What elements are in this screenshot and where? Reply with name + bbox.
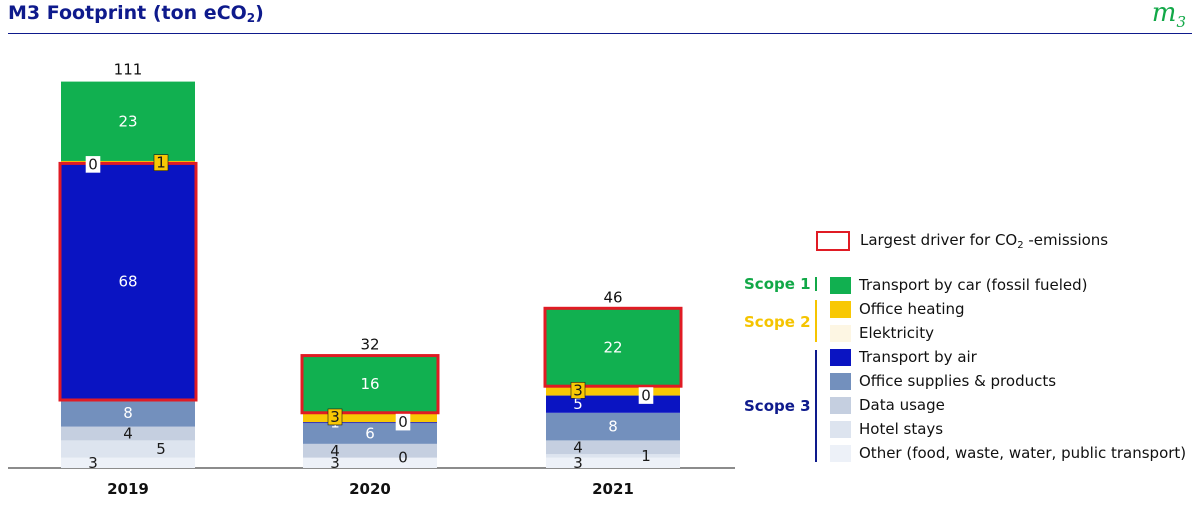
bar-segment: [546, 440, 680, 455]
legend-swatch: [830, 420, 851, 438]
data-label: 1: [641, 447, 651, 465]
legend-label: Data usage: [859, 396, 945, 414]
x-tick-label: 2019: [107, 480, 149, 498]
data-label: 68: [118, 273, 137, 291]
bar-segment: [303, 443, 437, 458]
bar-segment: [303, 411, 437, 423]
scope-3-bracket: [815, 350, 817, 462]
bar-segment: [61, 81, 195, 161]
legend-item: Data usage: [830, 395, 945, 415]
data-label-box: [153, 154, 169, 171]
data-label: 3: [330, 408, 340, 426]
legend-swatch: [830, 324, 851, 342]
bar-segment: [61, 164, 195, 399]
bar-segment: [61, 457, 195, 468]
data-label: 16: [360, 375, 379, 393]
scope-1-bracket: [815, 277, 817, 291]
data-label: 0: [641, 387, 651, 405]
scope-2-label: Scope 2: [744, 313, 811, 331]
legend-item: Office heating: [830, 299, 965, 319]
scope-3-label: Scope 3: [744, 397, 811, 415]
bar-segment: [546, 454, 680, 458]
data-label-box: [638, 387, 654, 404]
data-label: 3: [573, 454, 583, 472]
data-label: 8: [123, 404, 133, 422]
legend-label: Transport by air: [859, 348, 977, 366]
data-label: 4: [573, 438, 583, 456]
legend-swatch: [830, 348, 851, 366]
total-label: 46: [603, 288, 622, 306]
legend-swatch: [830, 444, 851, 462]
legend-item: Office supplies & products: [830, 371, 1056, 391]
data-label: 0: [88, 155, 98, 173]
x-tick-label: 2020: [349, 480, 391, 498]
data-label: 4: [123, 425, 133, 443]
data-label: 5: [156, 440, 166, 458]
legend-item: Elektricity: [830, 323, 934, 343]
scope-2-bracket: [815, 300, 817, 342]
legend-label: Office supplies & products: [859, 372, 1057, 390]
data-label: 5: [573, 395, 583, 413]
data-label: 23: [118, 112, 137, 130]
bar-segment: [61, 426, 195, 441]
largest-driver-outline: [543, 306, 683, 388]
legend-label: Office heating: [859, 300, 965, 318]
legend-swatch: [830, 276, 851, 294]
legend-swatch: [830, 396, 851, 414]
total-label: 111: [114, 61, 143, 79]
legend-label: Elektricity: [859, 324, 934, 342]
data-label-box: [85, 156, 101, 173]
data-label-box: [327, 408, 343, 426]
data-label: 6: [365, 425, 375, 443]
bar-segment: [546, 309, 680, 386]
data-label: 1: [156, 154, 166, 172]
data-label: 3: [88, 454, 98, 472]
x-tick-label: 2021: [592, 480, 634, 498]
data-label-box: [570, 382, 586, 399]
legend-item: Transport by air: [830, 347, 977, 367]
data-label: 0: [398, 449, 408, 467]
legend-label: Transport by car (fossil fueled): [859, 276, 1088, 294]
bar-segment: [61, 399, 195, 427]
largest-driver-outline: [58, 161, 198, 402]
page-title: M3 Footprint (ton eCO2): [8, 2, 264, 25]
legend-item: Transport by car (fossil fueled): [830, 275, 1088, 295]
data-label: 22: [603, 338, 622, 356]
legend-swatch: [830, 300, 851, 318]
data-label: 3: [573, 381, 583, 399]
bar-segment: [303, 356, 437, 412]
bar-segment: [303, 457, 437, 468]
bar-segment: [61, 440, 195, 458]
bar-segment: [546, 457, 680, 468]
data-label: 4: [330, 442, 340, 460]
legend-label: Other (food, waste, water, public transp…: [859, 444, 1187, 462]
data-label: 8: [608, 418, 618, 436]
red-outline-swatch: [816, 231, 850, 251]
m3-logo: m3: [1151, 0, 1186, 31]
legend-swatch: [830, 372, 851, 390]
bar-segment: [303, 422, 437, 424]
stacked-bar-chart: 3548680123111201930461031632202031485032…: [8, 61, 735, 498]
title-divider: [8, 33, 1192, 34]
largest-driver-outline: [300, 354, 440, 415]
legend-largest-driver-label: Largest driver for CO2 -emissions: [860, 231, 1109, 251]
total-label: 32: [360, 336, 379, 354]
data-label: 3: [330, 454, 340, 472]
bar-segment: [546, 412, 680, 441]
bar-segment: [546, 395, 680, 413]
data-label: 0: [398, 413, 408, 431]
data-label-box: [395, 413, 411, 431]
legend-item: Hotel stays: [830, 419, 943, 439]
bar-segment: [546, 385, 680, 396]
scope-1-label: Scope 1: [744, 275, 811, 293]
legend-label: Hotel stays: [859, 420, 944, 438]
legend-item: Other (food, waste, water, public transp…: [830, 443, 1186, 463]
legend-largest-driver: Largest driver for CO2 -emissions: [816, 231, 1108, 251]
